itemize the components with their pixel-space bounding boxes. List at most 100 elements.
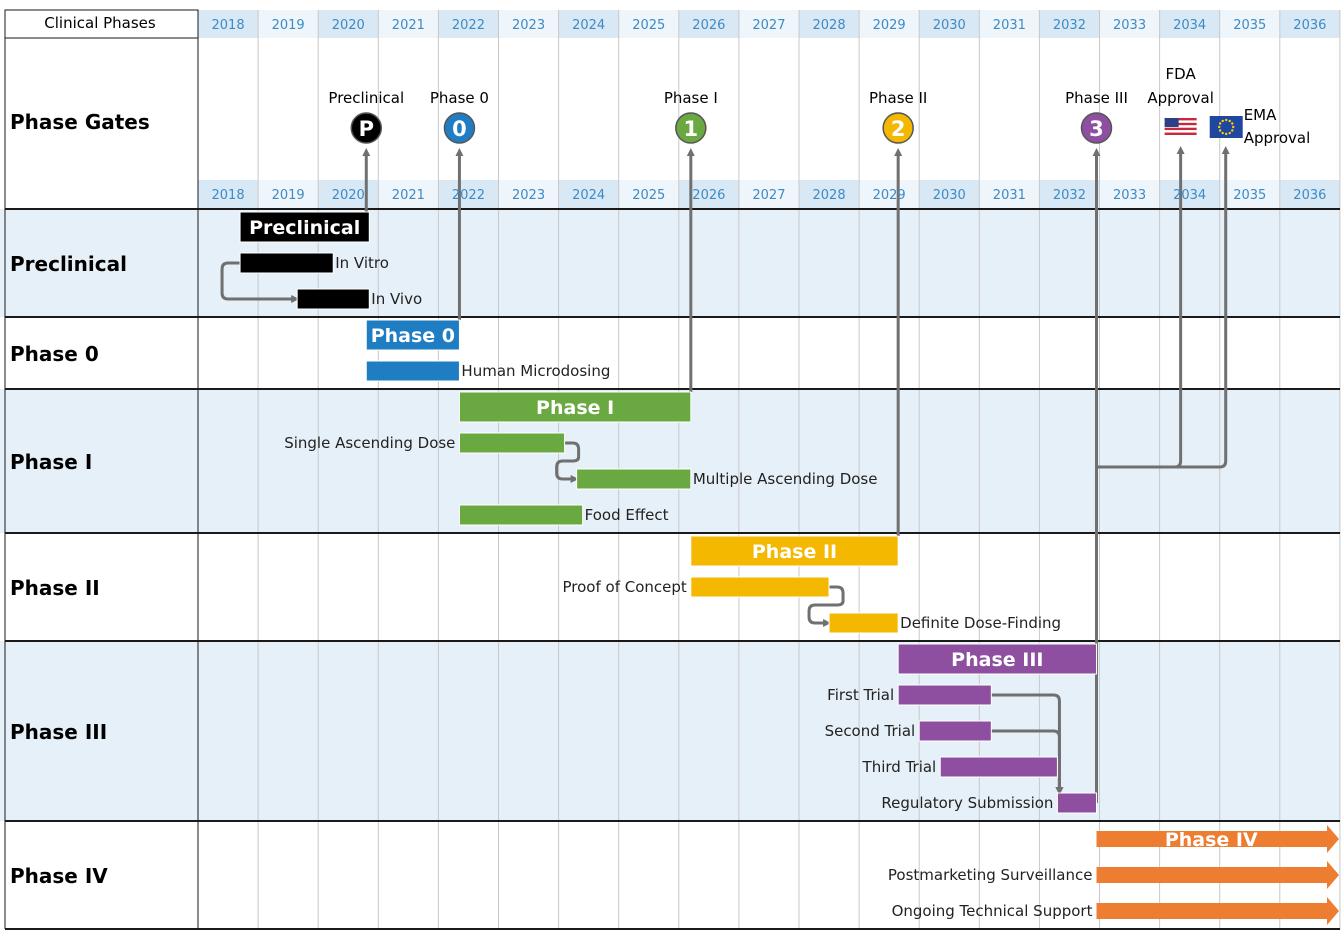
dependency-connector xyxy=(555,441,581,483)
task-bar xyxy=(458,504,584,526)
task-bar xyxy=(828,612,899,634)
task-label: Single Ascending Dose xyxy=(284,434,455,452)
us-flag-icon xyxy=(1164,118,1179,127)
task-bar xyxy=(239,252,334,274)
year-band-top xyxy=(1039,10,1100,38)
year-label-middle: 2022 xyxy=(452,188,485,203)
year-label-top: 2021 xyxy=(392,18,425,33)
task-bar xyxy=(1056,792,1097,814)
year-band-top xyxy=(919,10,980,38)
task-bar xyxy=(690,576,830,598)
year-band-top xyxy=(618,10,679,38)
summary-bar-preclinical xyxy=(239,211,370,243)
year-band-middle xyxy=(678,180,739,208)
eu-flag-icon xyxy=(1231,129,1234,132)
task-bar xyxy=(1096,897,1339,925)
summary-bar-phase1 xyxy=(458,391,692,423)
approval-connector xyxy=(1096,146,1230,469)
year-label-middle: 2026 xyxy=(692,188,725,203)
year-band-top xyxy=(979,10,1040,38)
task-label: Ongoing Technical Support xyxy=(892,902,1093,920)
year-label-middle: 2029 xyxy=(873,188,906,203)
task-bar xyxy=(1096,861,1339,889)
year-band-top xyxy=(1099,10,1160,38)
year-label-middle: 2028 xyxy=(813,188,846,203)
gate-marker-icon xyxy=(882,112,914,144)
eu-flag-icon xyxy=(1228,119,1231,123)
year-band-middle xyxy=(799,180,860,208)
task-label: In Vitro xyxy=(335,254,389,272)
gate-marker-icon xyxy=(1080,112,1113,144)
year-band-middle xyxy=(1159,180,1220,208)
eu-flag-icon xyxy=(1209,116,1243,138)
year-band-middle xyxy=(1219,180,1280,208)
summary-label-phase4: Phase IV xyxy=(1165,829,1258,851)
summary-label-phase1: Phase I xyxy=(536,397,614,419)
year-band-top xyxy=(678,10,739,38)
year-label-top: 2025 xyxy=(632,18,665,33)
gate-symbol: 1 xyxy=(684,117,699,141)
year-label-top: 2029 xyxy=(873,18,906,33)
us-flag-icon xyxy=(1164,122,1197,126)
task-label: In Vivo xyxy=(371,290,422,308)
approval-label: Approval xyxy=(1244,129,1311,147)
year-band-top xyxy=(438,10,499,38)
year-band-middle xyxy=(859,180,920,208)
us-flag-icon xyxy=(1164,127,1197,131)
eu-flag-icon xyxy=(1228,131,1231,135)
year-label-top: 2026 xyxy=(692,18,725,33)
year-label-middle: 2020 xyxy=(332,188,365,203)
year-band-top xyxy=(1159,10,1220,38)
year-label-middle: 2032 xyxy=(1053,188,1086,203)
summary-bar-phase0 xyxy=(365,319,460,351)
year-band-middle xyxy=(558,180,619,208)
eu-flag-icon xyxy=(1218,129,1222,132)
gate-symbol: 2 xyxy=(891,117,906,141)
task-bar xyxy=(576,468,692,490)
year-label-top: 2027 xyxy=(752,18,785,33)
eu-flag-icon xyxy=(1221,131,1224,135)
year-label-middle: 2035 xyxy=(1233,188,1266,203)
year-band-middle xyxy=(318,180,379,208)
year-band-top xyxy=(258,10,319,38)
eu-flag-icon xyxy=(1218,122,1222,125)
year-band-top xyxy=(558,10,619,38)
year-band-middle xyxy=(979,180,1040,208)
task-label: Third Trial xyxy=(862,758,937,776)
phase-gates-row-label: Phase Gates xyxy=(10,110,150,134)
summary-bar-phase4 xyxy=(1096,825,1339,853)
text-layer: Clinical Phases Phase Gates 2018 2019 2020… xyxy=(10,14,1326,920)
dependency-connector xyxy=(807,585,845,627)
task-label: Human Microdosing xyxy=(461,362,610,380)
year-band-middle xyxy=(498,180,559,208)
us-flag-icon xyxy=(1164,130,1197,133)
task-label: First Trial xyxy=(827,686,894,704)
gate-label: Phase III xyxy=(1065,89,1128,107)
approval-label: EMA xyxy=(1244,106,1277,124)
year-band-middle xyxy=(1099,180,1160,208)
row-label-phase4: Phase IV xyxy=(10,864,108,888)
year-label-top: 2018 xyxy=(212,18,245,33)
task-label: Food Effect xyxy=(585,506,669,524)
year-band-top xyxy=(1219,10,1280,38)
summary-label-phase0: Phase 0 xyxy=(371,325,455,347)
gate-symbol: 0 xyxy=(452,117,467,141)
year-band-top xyxy=(498,10,559,38)
gate-marker-icon xyxy=(443,112,476,144)
row-background-phase3 xyxy=(0,641,1340,821)
summary-bar-phase3 xyxy=(897,643,1097,675)
task-bar xyxy=(296,288,370,310)
year-band-top xyxy=(799,10,860,38)
row-background-preclinical xyxy=(0,209,1340,317)
row-label-phase0: Phase 0 xyxy=(10,342,99,366)
us-flag-icon xyxy=(1164,120,1197,123)
gate-marker-icon xyxy=(675,112,707,144)
task-bar xyxy=(939,756,1058,778)
year-label-top: 2036 xyxy=(1293,18,1326,33)
year-label-top: 2035 xyxy=(1233,18,1266,33)
task-label: Second Trial xyxy=(825,722,916,740)
gate-marker-icon xyxy=(350,112,383,144)
year-band-middle xyxy=(438,180,499,208)
year-band-middle xyxy=(919,180,980,208)
approval-label: FDA xyxy=(1166,65,1197,83)
